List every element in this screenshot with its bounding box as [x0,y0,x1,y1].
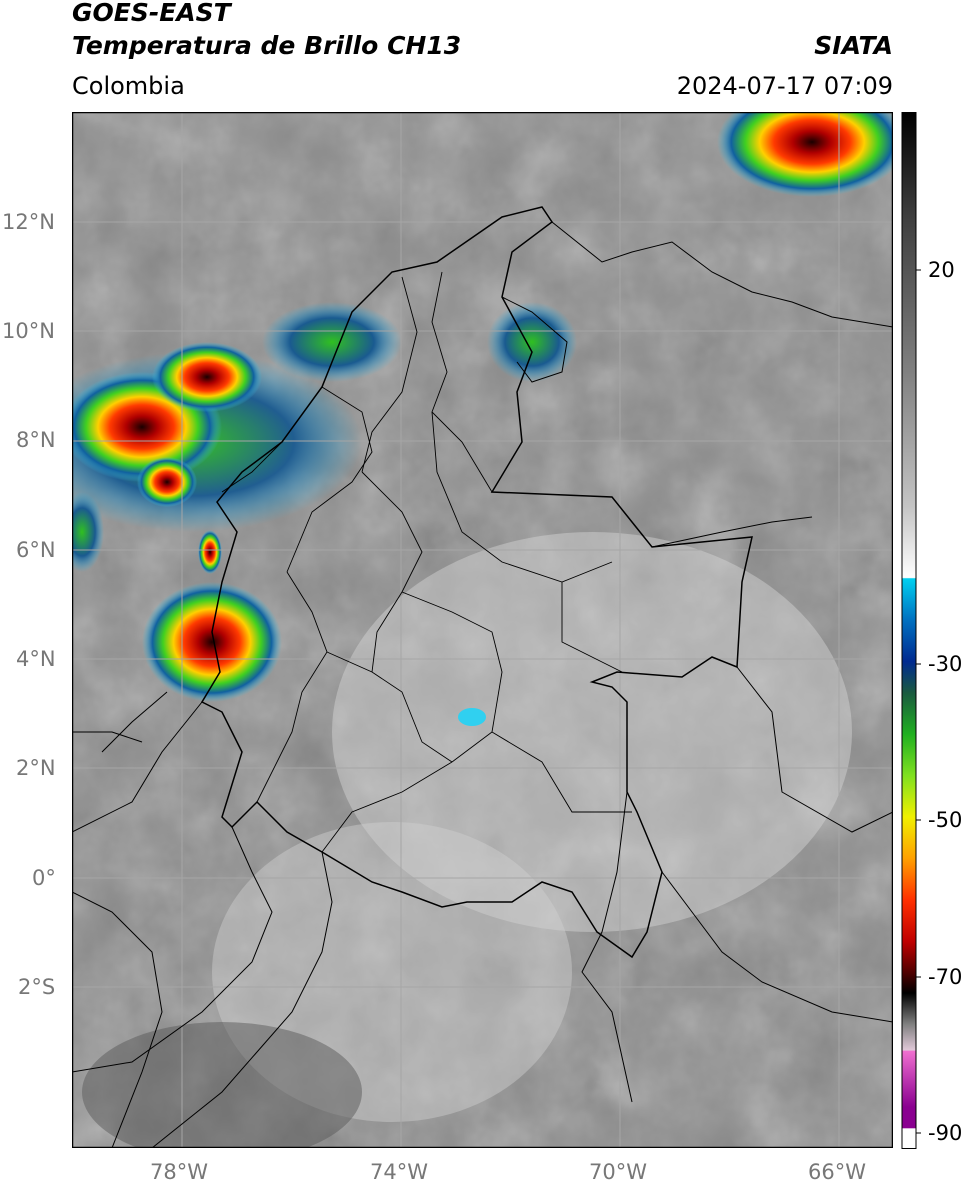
convective-cell [137,457,197,507]
convective-cell [152,342,262,412]
convective-cell [487,302,577,382]
colorbar-label: -90 [928,1121,963,1145]
colorbar-ticks [916,269,921,1134]
neighbor-borders [72,221,893,1148]
department-borders [221,271,632,853]
title-line-1: GOES-EAST [72,0,231,27]
colorbar-label: 20 [928,258,955,282]
satellite-map [72,112,893,1148]
title-line-2: Temperatura de Brillo CH13 [72,31,462,60]
lon-label: 66°W [808,1160,866,1184]
cold-cloud [458,708,486,726]
lon-label: 70°W [589,1160,647,1184]
convective-cell [717,112,893,197]
graticule [72,112,893,1148]
clear-sky [82,1022,362,1148]
lat-label: 12°N [2,210,55,234]
lat-label: 6°N [16,538,56,562]
lat-label: 2°N [16,756,56,780]
lat-label: 4°N [16,647,56,671]
lat-label: 2°S [18,975,56,999]
lat-label: 8°N [16,428,56,452]
convective-cell [72,492,104,572]
map-frame [72,112,893,1148]
region-label: Colombia [72,72,185,100]
lon-label: 74°W [370,1160,428,1184]
brand-label: SIATA [814,31,893,60]
colorbar-label: -50 [928,808,963,832]
colorbar-label: -70 [928,965,963,989]
cloud-mass [332,532,852,932]
colorbar [901,112,921,1149]
datetime-label: 2024-07-17 07:09 [676,72,893,100]
colorbar-label: -30 [928,652,963,676]
convective-cell [142,582,282,702]
convective-cell [262,302,402,382]
lat-label: 0° [32,866,56,890]
lon-label: 78°W [150,1160,208,1184]
lat-label: 10°N [2,319,55,343]
convective-cell [198,530,222,574]
colorbar-fill [901,112,917,1149]
